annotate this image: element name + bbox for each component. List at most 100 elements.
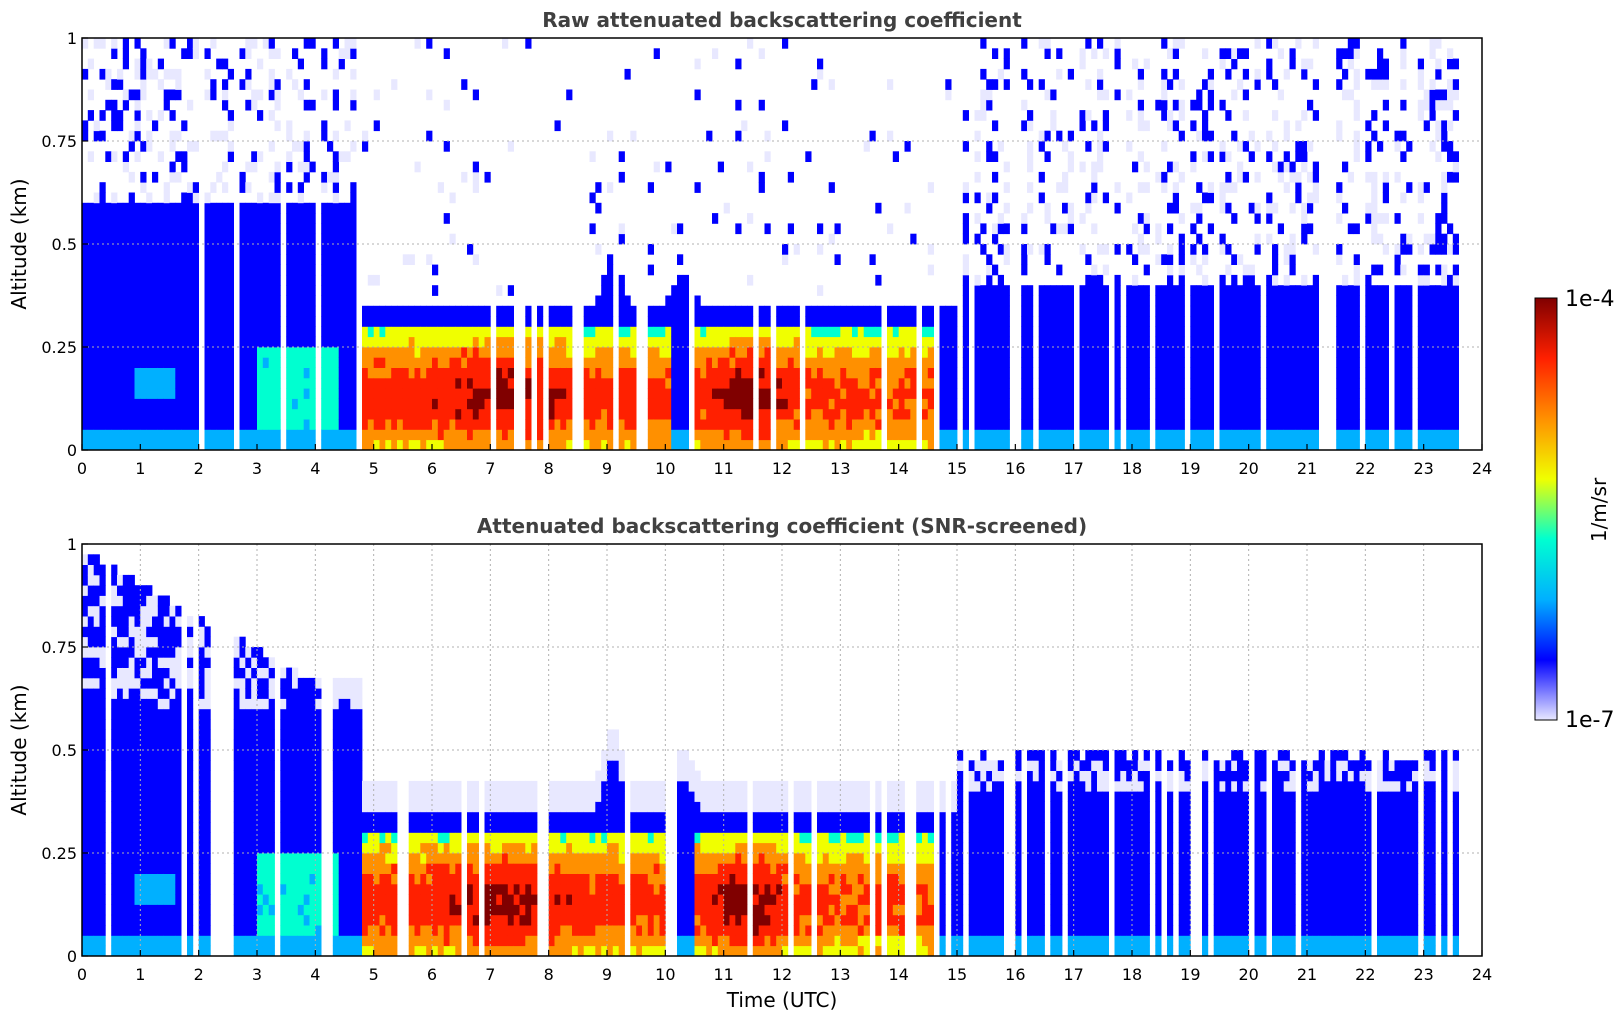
heat-cell bbox=[1097, 388, 1104, 399]
heat-cell bbox=[1085, 79, 1092, 90]
heat-cell bbox=[537, 429, 544, 441]
heat-cell bbox=[82, 388, 89, 399]
heat-cell bbox=[157, 801, 164, 813]
heat-cell bbox=[175, 347, 182, 358]
heat-cell bbox=[1254, 213, 1261, 224]
heat-cell bbox=[1161, 367, 1168, 379]
heat-cell bbox=[1155, 295, 1162, 307]
heat-cell bbox=[140, 202, 147, 214]
heat-cell bbox=[729, 316, 736, 327]
heat-cell bbox=[1423, 182, 1430, 193]
heat-cell bbox=[618, 223, 625, 235]
heat-cell bbox=[1137, 357, 1144, 368]
heat-cell bbox=[461, 429, 468, 441]
heat-cell bbox=[863, 439, 870, 451]
heat-cell bbox=[268, 202, 275, 214]
heat-cell bbox=[152, 626, 159, 638]
heat-cell bbox=[245, 326, 252, 338]
heat-cell bbox=[1085, 367, 1092, 379]
heat-cell bbox=[163, 729, 170, 741]
heat-cell bbox=[385, 357, 392, 368]
heat-cell bbox=[99, 739, 106, 751]
heat-cell bbox=[157, 388, 164, 399]
heat-cell bbox=[1178, 377, 1185, 389]
heat-cell bbox=[222, 223, 229, 235]
heat-cell bbox=[1178, 79, 1185, 90]
heat-cell bbox=[1097, 295, 1104, 307]
heat-cell bbox=[134, 58, 141, 70]
heat-cell bbox=[1085, 439, 1092, 451]
heat-cell bbox=[1097, 274, 1104, 286]
heat-cell bbox=[764, 439, 771, 451]
heat-cell bbox=[338, 408, 345, 420]
heat-cell bbox=[327, 398, 334, 410]
heat-cell bbox=[157, 822, 164, 833]
heat-cell bbox=[157, 58, 164, 70]
heat-cell bbox=[1266, 357, 1273, 368]
heat-cell bbox=[1027, 357, 1034, 368]
heat-cell bbox=[338, 429, 345, 441]
heat-cell bbox=[152, 677, 159, 689]
heat-cell bbox=[484, 305, 491, 317]
heat-cell bbox=[157, 667, 164, 679]
heat-cell bbox=[647, 316, 654, 327]
heat-cell bbox=[1353, 295, 1360, 307]
heat-cell bbox=[1272, 264, 1279, 276]
heat-cell bbox=[507, 377, 514, 389]
heat-cell bbox=[1137, 377, 1144, 389]
heat-cell bbox=[292, 357, 299, 368]
heat-cell bbox=[128, 770, 135, 782]
heat-cell bbox=[157, 636, 164, 648]
heat-cell bbox=[554, 388, 561, 399]
heat-cell bbox=[297, 439, 304, 451]
heat-cell bbox=[677, 429, 684, 441]
heat-cell bbox=[192, 336, 199, 348]
heat-cell bbox=[1447, 89, 1454, 101]
heat-cell bbox=[93, 244, 100, 255]
heat-cell bbox=[618, 398, 625, 410]
heat-cell bbox=[245, 233, 252, 245]
heat-cell bbox=[321, 274, 328, 286]
heat-cell bbox=[1137, 326, 1144, 338]
heat-cell bbox=[82, 429, 89, 441]
heat-cell bbox=[128, 585, 135, 596]
heat-cell bbox=[647, 305, 654, 317]
heat-cell bbox=[712, 357, 719, 368]
heat-cell bbox=[437, 388, 444, 399]
heat-cell bbox=[898, 439, 905, 451]
heat-cell bbox=[332, 192, 339, 204]
heat-cell bbox=[1429, 316, 1436, 327]
heat-cell bbox=[87, 564, 94, 576]
heat-cell bbox=[537, 367, 544, 379]
heat-cell bbox=[402, 326, 409, 338]
heat-cell bbox=[227, 244, 234, 255]
heat-cell bbox=[1219, 99, 1226, 111]
heat-cell bbox=[379, 347, 386, 358]
heat-cell bbox=[420, 439, 427, 451]
heat-cell bbox=[624, 398, 631, 410]
heat-cell bbox=[169, 811, 176, 823]
heat-cell bbox=[1178, 254, 1185, 265]
heat-cell bbox=[712, 336, 719, 348]
heat-cell bbox=[379, 439, 386, 451]
heat-cell bbox=[251, 161, 258, 173]
heat-cell bbox=[840, 388, 847, 399]
heat-cell bbox=[729, 429, 736, 441]
heat-cell bbox=[1336, 439, 1343, 451]
heat-cell bbox=[111, 832, 118, 844]
heat-cell bbox=[618, 233, 625, 245]
heat-cell bbox=[805, 316, 812, 327]
heat-cell bbox=[904, 357, 911, 368]
heat-cell bbox=[857, 336, 864, 348]
heat-cell bbox=[1219, 305, 1226, 317]
heat-cell bbox=[122, 316, 129, 327]
heat-cell bbox=[1067, 223, 1074, 235]
heat-cell bbox=[134, 68, 141, 80]
heat-cell bbox=[140, 305, 147, 317]
heat-cell bbox=[1225, 357, 1232, 368]
heat-cell bbox=[700, 429, 707, 441]
heat-cell bbox=[1102, 367, 1109, 379]
heat-cell bbox=[1417, 419, 1424, 430]
heat-cell bbox=[583, 316, 590, 327]
heat-cell bbox=[350, 182, 357, 193]
